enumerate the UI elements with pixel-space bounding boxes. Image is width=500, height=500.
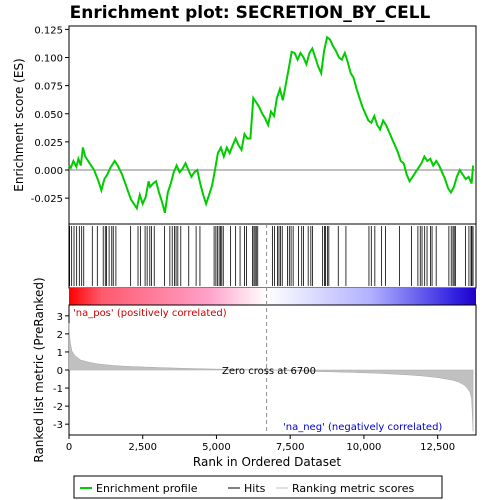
legend-enrichment-label: Enrichment profile (96, 482, 198, 495)
legend-frame (73, 475, 443, 499)
es-y-tick-label: -0.025 (31, 194, 63, 205)
es-panel-frame (68, 25, 477, 225)
rank-y-tick-label: 0 (57, 366, 63, 377)
x-tick-label: 7,500 (276, 442, 305, 453)
rank-panel: -3 -2 -1 0 1 2 3 'na_pos' (positively correlat… (32, 224, 477, 463)
legend-ranking-label: Ranking metric scores (292, 482, 414, 495)
x-tick-label: 0 (66, 442, 72, 453)
es-panel: -0.025 0.000 0.025 0.050 0.075 0.100 0.125 Enr… (12, 25, 477, 225)
rank-y-tick-label: -1 (53, 384, 63, 395)
es-y-axis-label: Enrichment score (ES) (12, 58, 26, 191)
es-y-tick-label: 0.025 (34, 138, 63, 149)
rank-y-tick-label: 2 (57, 330, 63, 341)
rank-y-tick-label: -2 (53, 402, 63, 413)
x-axis-label: Rank in Ordered Dataset (193, 455, 341, 469)
hits-panel (68, 223, 477, 289)
es-y-ticks: -0.025 0.000 0.025 0.050 0.075 0.100 0.125 (31, 25, 69, 205)
ranking-metric-area (68, 323, 474, 432)
x-axis-ticks: 0 2,500 5,000 7,500 10,000 12,500 (66, 435, 455, 453)
rank-y-axis-label: Ranked list metric (PreRanked) (32, 277, 46, 462)
rank-y-ticks: -3 -2 -1 0 1 2 3 (53, 312, 69, 431)
zero-cross-label: Zero cross at 6700 (222, 366, 316, 377)
es-y-tick-label: 0.075 (34, 82, 63, 93)
positive-correlation-label: 'na_pos' (positively correlated) (73, 308, 227, 319)
es-y-tick-label: 0.100 (34, 54, 63, 65)
rank-y-tick-label: 3 (57, 312, 63, 323)
es-y-tick-label: 0.050 (34, 110, 63, 121)
legend-hits-label: Hits (244, 482, 266, 495)
es-y-tick-label: 0.125 (34, 25, 63, 36)
rank-colorbar (69, 288, 476, 305)
es-y-tick-label: 0.000 (34, 166, 63, 177)
negative-correlation-label: 'na_neg' (negatively correlated) (283, 422, 442, 433)
enrichment-profile-line (68, 35, 475, 214)
chart-title: Enrichment plot: SECRETION_BY_CELL (70, 3, 431, 23)
x-tick-label: 5,000 (202, 442, 231, 453)
hit-markers (69, 226, 474, 286)
x-tick-label: 10,000 (346, 442, 381, 453)
colorbar-strip (69, 288, 476, 305)
rank-y-tick-label: 1 (57, 348, 63, 359)
rank-y-tick-label: -3 (53, 420, 63, 431)
x-tick-label: 2,500 (128, 442, 157, 453)
x-tick-label: 12,500 (420, 442, 455, 453)
legend: Enrichment profile Hits Ranking metric s… (73, 475, 443, 499)
